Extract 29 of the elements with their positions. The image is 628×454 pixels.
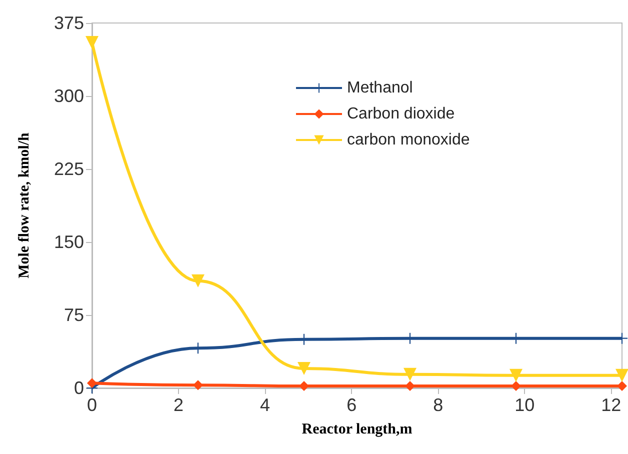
point	[404, 368, 416, 381]
x-tick-label: 0	[86, 395, 98, 415]
point	[511, 381, 521, 392]
legend-label: Methanol	[347, 80, 413, 96]
point	[192, 274, 204, 288]
legend-label: Carbon dioxide	[347, 106, 455, 122]
y-tick-label: 150	[54, 232, 84, 252]
point	[616, 368, 628, 382]
x-tick-label: 2	[174, 395, 184, 415]
y-tick-label: 0	[74, 378, 84, 398]
x-tick-label: 8	[433, 395, 444, 415]
point	[86, 36, 98, 49]
point	[405, 381, 415, 392]
x-tick-label: 4	[260, 395, 270, 415]
point	[193, 380, 203, 390]
y-axis-title: Mole flow rate, kmol/h	[16, 132, 32, 278]
y-tick-label: 300	[54, 86, 84, 106]
point	[617, 381, 627, 392]
x-tick-label: 12	[601, 395, 622, 415]
point	[299, 381, 309, 392]
x-tick-label: 10	[514, 395, 535, 415]
point	[510, 368, 522, 382]
x-axis-title: Reactor length,m	[302, 422, 413, 438]
point	[298, 362, 310, 376]
legend-label: carbon monoxide	[347, 132, 470, 148]
y-tick-label: 225	[54, 159, 84, 179]
y-tick-label: 375	[54, 13, 84, 33]
x-tick-label: 6	[346, 395, 357, 415]
y-tick-label: 75	[64, 305, 84, 325]
